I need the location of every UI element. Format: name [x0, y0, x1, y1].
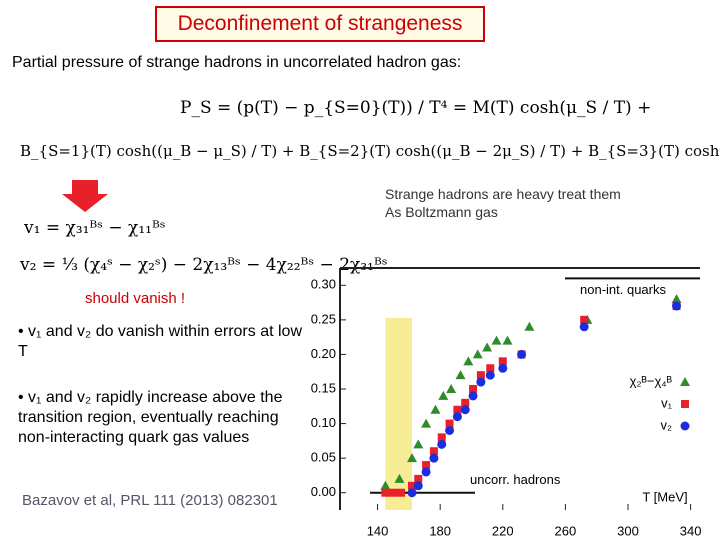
- legend-marker: [681, 400, 689, 408]
- point: [429, 447, 438, 456]
- point: [408, 481, 416, 490]
- point: [485, 370, 495, 380]
- point: [413, 439, 424, 449]
- point: [461, 398, 470, 407]
- highlight: should vanish !: [85, 290, 186, 307]
- point: [455, 370, 466, 380]
- note-line: Strange hadrons are heavy treat them: [385, 186, 621, 202]
- point: [476, 377, 486, 387]
- point: [381, 488, 390, 497]
- arrow: [62, 180, 108, 212]
- point: [389, 488, 398, 497]
- y-tick-label: 0.15: [311, 380, 336, 395]
- reference-label: uncorr. hadrons: [470, 472, 561, 487]
- point: [380, 480, 391, 490]
- point: [445, 425, 455, 435]
- point: [453, 405, 462, 414]
- y-tick-label: 0.25: [311, 311, 336, 326]
- point: [517, 349, 527, 359]
- point: [422, 461, 431, 470]
- bullet: • v₁ and v₂ rapidly increase above the t…: [18, 389, 283, 446]
- point: [414, 474, 423, 483]
- point: [580, 315, 589, 324]
- y-tick-label: 0.05: [311, 450, 336, 465]
- legend-label: χ₂ᴮ−χ₄ᴮ: [630, 373, 673, 388]
- legend-label: v₂: [660, 417, 672, 432]
- point: [476, 371, 485, 380]
- point: [469, 385, 478, 393]
- point: [524, 321, 535, 331]
- legend-marker: [680, 421, 690, 431]
- x-axis-label: T [MeV]: [642, 489, 687, 504]
- y-tick-label: 0.00: [311, 484, 336, 499]
- reference-label: non-int. quarks: [580, 282, 666, 297]
- subtitle: Partial pressure of strange hadrons in u…: [12, 54, 462, 71]
- point: [498, 363, 508, 373]
- point: [445, 419, 454, 428]
- point: [394, 473, 405, 483]
- x-tick-label: 300: [617, 523, 639, 538]
- note: Strange hadrons are heavy treat them As B…: [385, 185, 621, 221]
- point: [498, 357, 507, 366]
- point: [472, 349, 483, 359]
- point: [429, 453, 439, 463]
- point: [463, 356, 474, 366]
- y-tick-label: 0.20: [311, 346, 336, 361]
- point: [672, 301, 682, 311]
- x-tick-label: 180: [429, 523, 451, 538]
- legend-label: v₁: [661, 395, 673, 410]
- point: [430, 404, 441, 414]
- point: [491, 335, 502, 345]
- bullet-text: v₁ and v₂ rapidly increase above the tra…: [18, 389, 283, 446]
- bullet-text: v₁ and v₂ do vanish within errors at low…: [18, 323, 302, 360]
- x-tick-label: 220: [492, 523, 514, 538]
- point: [486, 364, 495, 373]
- point: [407, 453, 417, 463]
- bullet: • v₁ and v₂ do vanish within errors at l…: [18, 323, 302, 360]
- chart: 0.00 0.05 0.10 0.15 0.20 0.25 0.30 140 180 220 260…: [311, 267, 702, 538]
- point: [671, 294, 682, 304]
- point: [407, 488, 417, 498]
- equation: v₂ = ⅓ (χ₄ˢ − χ₂ˢ) − 2χ₁₃ᴮˢ − 4χ₂₂ᴮˢ − 2…: [20, 255, 388, 275]
- equation: B_{S=1}(T) cosh((μ_B − μ_S) / T) + B_{S=…: [20, 142, 720, 160]
- point: [502, 335, 513, 345]
- point: [437, 439, 447, 449]
- point: [579, 322, 589, 332]
- point: [482, 342, 493, 352]
- point: [421, 418, 432, 428]
- x-tick-label: 140: [367, 523, 389, 538]
- point: [452, 412, 462, 422]
- equation: P_S = (p(T) − p_{S=0}(T)) / T⁴ = M(T) co…: [180, 98, 652, 118]
- point: [437, 433, 446, 442]
- point: [446, 384, 457, 393]
- point: [460, 405, 470, 415]
- note-line: As Boltzmann gas: [385, 204, 498, 220]
- point: [413, 481, 423, 491]
- citation: Bazavov et al, PRL 111 (2013) 082301: [22, 492, 278, 509]
- point: [397, 488, 406, 497]
- equation: v₁ = χ₃₁ᴮˢ − χ₁₁ᴮˢ: [24, 218, 166, 238]
- x-tick-label: 260: [555, 523, 577, 538]
- point: [438, 390, 449, 400]
- legend-marker: [680, 377, 690, 386]
- point: [421, 467, 431, 477]
- y-tick-label: 0.30: [311, 277, 336, 292]
- slide-title: Deconfinement of strangeness: [155, 6, 485, 42]
- x-tick-label: 340: [680, 523, 702, 538]
- y-tick-label: 0.10: [311, 415, 336, 430]
- point: [468, 391, 478, 401]
